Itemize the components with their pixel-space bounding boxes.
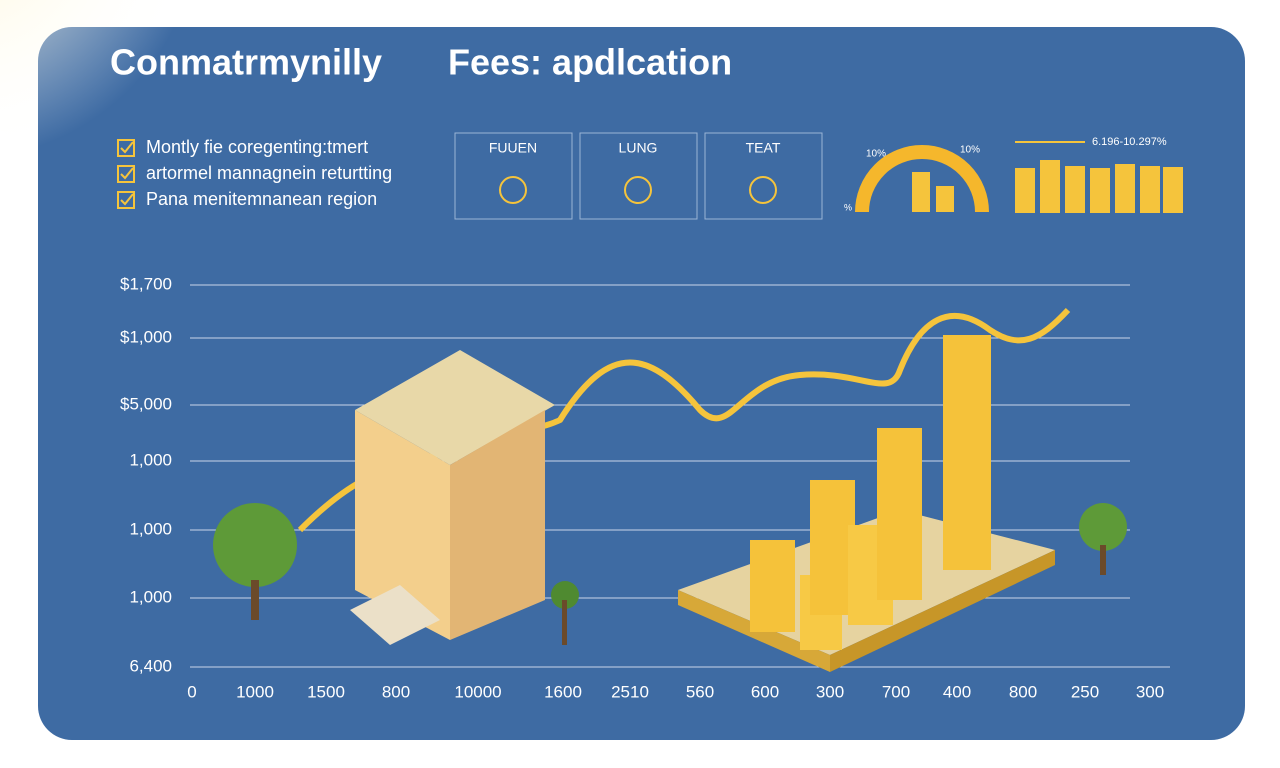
card-icon bbox=[749, 176, 777, 204]
x-label: 1500 bbox=[307, 682, 345, 701]
check-mark bbox=[120, 167, 134, 180]
x-label: 800 bbox=[382, 682, 410, 701]
card-label: FUUEN bbox=[489, 140, 537, 156]
tree bbox=[213, 503, 297, 587]
y-label: 6,400 bbox=[129, 656, 172, 675]
building-roof bbox=[355, 350, 555, 465]
check-box bbox=[117, 165, 135, 183]
card bbox=[579, 132, 698, 220]
x-label: 400 bbox=[943, 682, 971, 701]
cards: FUUEN LUNG TEAT bbox=[454, 132, 823, 220]
checklist: Montly fie coregenting:tmert artormel man… bbox=[117, 137, 392, 209]
x-label: 1600 bbox=[544, 682, 582, 701]
mini-label: 6.196-10.297% bbox=[1092, 136, 1167, 148]
check-item: Pana menitemnanean region bbox=[146, 189, 377, 209]
x-label: 10000 bbox=[454, 682, 501, 701]
gauge: 10% 10% % bbox=[844, 145, 989, 213]
check-box bbox=[117, 139, 135, 157]
x-label: 300 bbox=[816, 682, 844, 701]
check-box bbox=[117, 191, 135, 209]
gauge-bar bbox=[936, 186, 954, 212]
x-label: 700 bbox=[882, 682, 910, 701]
gauge-label: 10% bbox=[866, 149, 886, 160]
building-right bbox=[450, 410, 545, 640]
gauge-arc bbox=[855, 145, 989, 213]
check-mark bbox=[120, 141, 134, 154]
y-label: $5,000 bbox=[120, 394, 172, 413]
sun-glow bbox=[0, 0, 200, 160]
x-label: 250 bbox=[1071, 682, 1099, 701]
title-right: Fees: apdlcation bbox=[448, 42, 732, 83]
check-mark bbox=[120, 193, 134, 206]
building-left bbox=[355, 410, 450, 640]
y-label: 1,000 bbox=[129, 519, 172, 538]
card-icon bbox=[624, 176, 652, 204]
card bbox=[704, 132, 823, 220]
title-left: Conmatrmynilly bbox=[110, 42, 382, 83]
illustration bbox=[213, 307, 1127, 672]
gauge-bar bbox=[912, 172, 930, 212]
x-label: 0 bbox=[187, 682, 196, 701]
y-label: 1,000 bbox=[129, 450, 172, 469]
tree bbox=[1079, 503, 1127, 551]
card-icon bbox=[499, 176, 527, 204]
x-label: 560 bbox=[686, 682, 714, 701]
y-label: 1,000 bbox=[129, 587, 172, 606]
x-label: 2510 bbox=[611, 682, 649, 701]
y-label: $1,000 bbox=[120, 327, 172, 346]
x-label: 300 bbox=[1136, 682, 1164, 701]
x-label: 800 bbox=[1009, 682, 1037, 701]
card bbox=[454, 132, 573, 220]
card-label: LUNG bbox=[619, 140, 658, 156]
gauge-label: % bbox=[844, 202, 852, 212]
y-label: $1,700 bbox=[120, 274, 172, 293]
check-item: Montly fie coregenting:tmert bbox=[146, 137, 368, 157]
check-item: artormel mannagnein returtting bbox=[146, 163, 392, 183]
card-label: TEAT bbox=[746, 140, 781, 156]
x-label: 600 bbox=[751, 682, 779, 701]
panel bbox=[38, 27, 1245, 740]
x-label: 1000 bbox=[236, 682, 274, 701]
mini-bars: 6.196-10.297% bbox=[1015, 136, 1183, 213]
tree bbox=[551, 581, 579, 609]
gauge-label: 10% bbox=[960, 145, 980, 156]
